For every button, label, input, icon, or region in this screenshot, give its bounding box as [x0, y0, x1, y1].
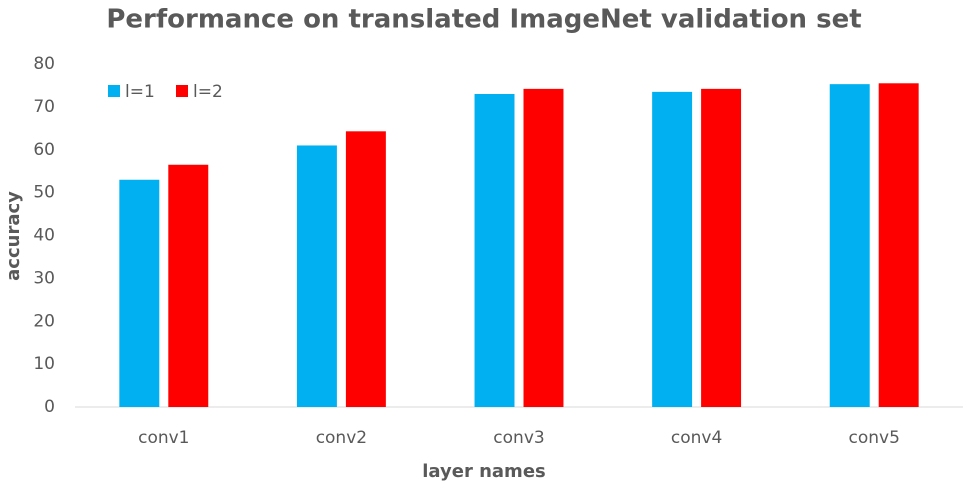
- x-tick-label: conv3: [493, 428, 544, 448]
- bar: [523, 88, 564, 408]
- x-axis-title: layer names: [422, 461, 546, 482]
- legend-label: l=2: [193, 82, 223, 102]
- y-tick-label: 30: [33, 268, 55, 288]
- y-tick-label: 10: [33, 354, 55, 374]
- bar: [652, 91, 693, 408]
- x-tick-label: conv5: [848, 428, 899, 448]
- x-tick-label: conv1: [138, 428, 189, 448]
- legend-label: l=1: [125, 82, 155, 102]
- y-tick-label: 70: [33, 97, 55, 117]
- bar: [119, 179, 160, 407]
- y-tick-label: 40: [33, 226, 55, 246]
- x-tick-label: conv4: [671, 428, 722, 448]
- y-tick-label: 0: [44, 397, 55, 417]
- y-axis-title: accuracy: [3, 191, 24, 281]
- bar: [296, 145, 337, 407]
- legend-swatch: [108, 85, 120, 97]
- bar: [878, 83, 919, 407]
- legend-swatch: [176, 85, 188, 97]
- bar: [345, 131, 386, 407]
- bar: [701, 88, 742, 408]
- x-tick-label: conv2: [316, 428, 367, 448]
- bar: [474, 94, 515, 407]
- y-tick-label: 80: [33, 54, 55, 74]
- y-tick-label: 60: [33, 140, 55, 160]
- y-tick-label: 20: [33, 311, 55, 331]
- bar: [168, 164, 209, 407]
- chart-title: Performance on translated ImageNet valid…: [106, 5, 861, 35]
- bar: [829, 84, 870, 408]
- y-tick-label: 50: [33, 183, 55, 203]
